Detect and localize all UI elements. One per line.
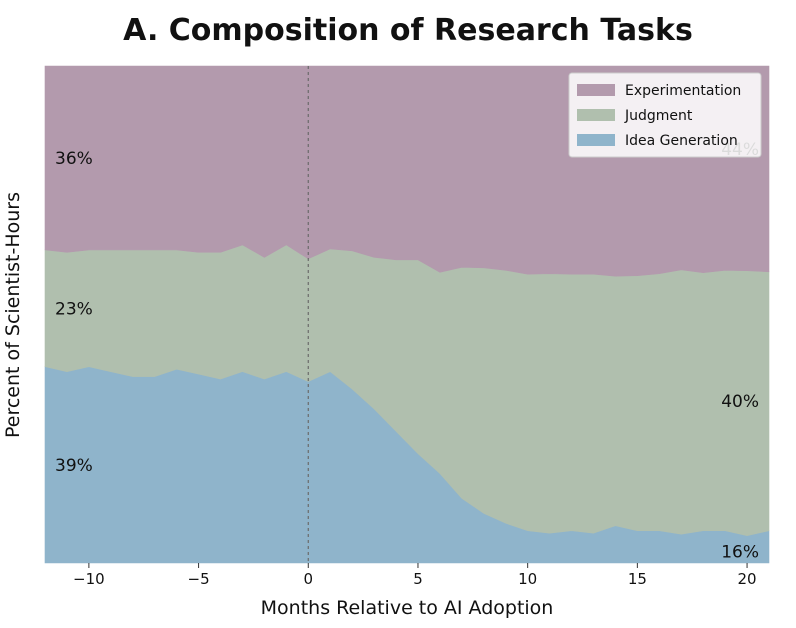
x-tick-label: 20 (738, 570, 757, 588)
x-tick-label: 10 (518, 570, 537, 588)
legend-swatch (577, 84, 615, 96)
share-label-right-judgment: 40% (721, 392, 759, 412)
x-tick-label: −5 (188, 570, 210, 588)
share-label-right-idea-generation: 16% (721, 542, 759, 562)
legend-label: Idea Generation (625, 133, 738, 149)
x-axis-label: Months Relative to AI Adoption (261, 597, 554, 619)
legend: Experimentation Judgment Idea Generation (568, 72, 762, 158)
legend-label: Judgment (624, 108, 693, 124)
chart-title: A. Composition of Research Tasks (123, 13, 693, 48)
x-tick-label: 0 (303, 570, 313, 588)
x-tick-label: 5 (413, 570, 423, 588)
share-label-left-idea-generation: 39% (55, 456, 93, 476)
x-axis-ticks: −10 −5 0 5 10 15 20 (73, 563, 757, 588)
legend-label: Experimentation (625, 83, 741, 99)
legend-swatch (577, 109, 615, 121)
share-label-left-experimentation: 36% (55, 149, 93, 169)
x-tick-label: 15 (628, 570, 647, 588)
legend-box (568, 72, 762, 158)
x-tick-label: −10 (73, 570, 105, 588)
y-axis-label: Percent of Scientist-Hours (2, 192, 24, 438)
legend-swatch (577, 134, 615, 146)
share-label-left-judgment: 23% (55, 299, 93, 319)
